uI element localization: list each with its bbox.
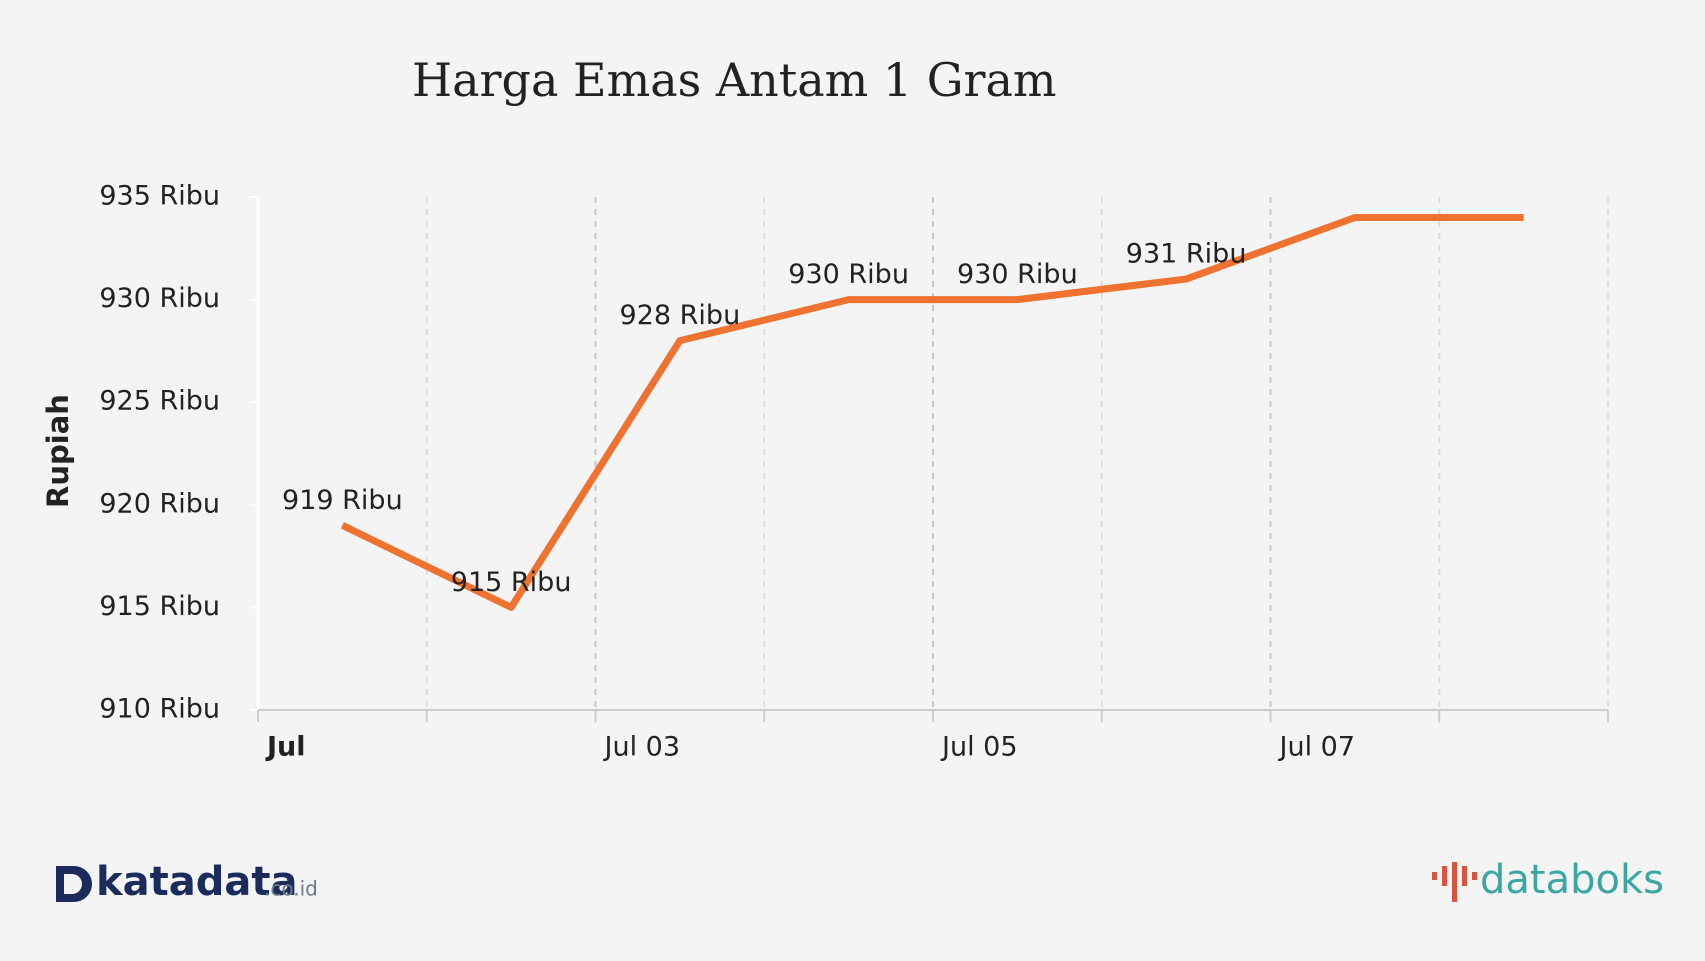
y-tick-label: 935 Ribu [99, 181, 220, 212]
y-tick-label: 925 Ribu [99, 386, 220, 417]
katadata-logo: katadata .co.id [56, 859, 318, 905]
chart-title: Harga Emas Antam 1 Gram [412, 53, 1057, 107]
data-label: 919 Ribu [282, 485, 403, 516]
databoks-icon [1472, 872, 1477, 880]
databoks-icon [1432, 872, 1437, 880]
data-label: 915 Ribu [451, 567, 572, 598]
databoks-logo: databoks [1432, 857, 1664, 903]
y-tick-label: 920 Ribu [99, 488, 220, 519]
data-label: 930 Ribu [788, 259, 909, 290]
x-tick-label: Jul [265, 732, 306, 763]
x-tick-label: Jul 07 [1278, 732, 1356, 763]
data-label: 928 Ribu [620, 300, 741, 331]
databoks-icon [1462, 866, 1467, 886]
y-tick-label: 930 Ribu [99, 283, 220, 314]
katadata-suffix: .co.id [264, 877, 318, 901]
data-label: 931 Ribu [1126, 239, 1247, 270]
katadata-icon [56, 866, 92, 902]
x-tick-label: Jul 05 [940, 732, 1018, 763]
y-axis-label: Rupiah [41, 394, 75, 508]
line-series [340, 214, 1524, 611]
y-tick-label: 910 Ribu [99, 694, 220, 725]
data-label: 930 Ribu [957, 259, 1078, 290]
databoks-text: databoks [1480, 857, 1664, 903]
x-tick-label: Jul 03 [603, 732, 681, 763]
y-tick-label: 915 Ribu [99, 591, 220, 622]
katadata-text: katadata [96, 859, 297, 905]
databoks-icon [1442, 866, 1447, 886]
databoks-icon [1452, 862, 1457, 902]
